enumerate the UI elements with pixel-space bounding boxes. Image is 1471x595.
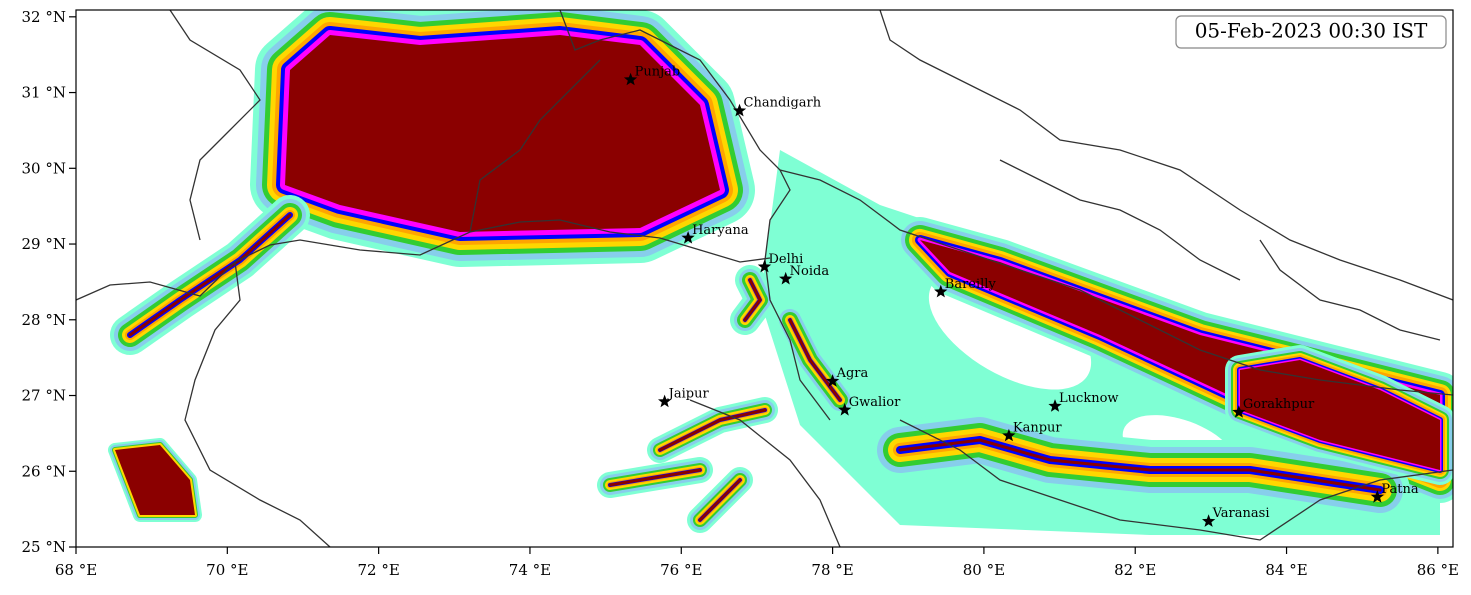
city-marker — [623, 72, 638, 86]
city-marker — [658, 394, 672, 408]
city-marker — [1370, 490, 1384, 503]
x-tick-label: 70 °E — [206, 561, 248, 579]
city-marker — [1048, 399, 1062, 412]
city-label: Varanasi — [1212, 506, 1270, 521]
city-label: Lucknow — [1059, 391, 1119, 406]
plot-frame — [75, 9, 1454, 548]
city-marker — [732, 103, 747, 117]
x-tick-label: 78 °E — [811, 561, 853, 579]
rain-core — [743, 278, 842, 402]
city-label: Jaipur — [667, 387, 710, 402]
city-label: Chandigarh — [744, 96, 822, 111]
city-label: Bareilly — [945, 277, 997, 292]
title: 05-Feb-2023 00:30 IST — [1195, 19, 1428, 43]
city-marker — [681, 231, 695, 244]
x-tick-label: 76 °E — [660, 561, 702, 579]
y-tick-label: 31 °N — [22, 84, 66, 102]
city-marker — [1002, 428, 1016, 442]
rain-core — [285, 35, 720, 232]
rain-core — [608, 408, 767, 522]
city-label: Patna — [1381, 482, 1419, 497]
x-tick-label: 72 °E — [357, 561, 399, 579]
city-label: Gorakhpur — [1243, 397, 1315, 412]
city-marker — [825, 374, 840, 387]
x-tick-label: 82 °E — [1114, 561, 1156, 579]
y-tick-label: 29 °N — [22, 235, 66, 253]
rain-core — [1240, 360, 1440, 470]
x-tick-label: 68 °E — [55, 561, 97, 579]
city-label: Haryana — [692, 223, 749, 238]
city-marker — [1202, 514, 1216, 527]
x-tick-label: 74 °E — [509, 561, 551, 579]
rain-core — [128, 213, 292, 337]
city-marker — [757, 259, 772, 273]
city-marker — [934, 284, 948, 298]
city-label: Delhi — [769, 252, 804, 267]
city-marker — [838, 402, 852, 416]
y-tick-label: 25 °N — [22, 538, 66, 556]
x-tick-label: 84 °E — [1265, 561, 1307, 579]
y-tick-label: 30 °N — [22, 159, 66, 177]
city-label: Agra — [836, 366, 869, 381]
city-label: Gwalior — [849, 395, 901, 410]
city-marker — [779, 271, 793, 285]
axes: 68 °E 70 °E 72 °E 74 °E 76 °E 78 °E 80 °E 82 °E… — [22, 8, 1460, 579]
title-box — [1175, 15, 1447, 49]
city-label: Noida — [790, 264, 830, 279]
y-tick-label: 32 °N — [22, 8, 66, 26]
city-label: Punjab — [635, 65, 681, 80]
city-marker — [1232, 405, 1246, 418]
boundaries — [76, 10, 1453, 547]
y-tick-label: 27 °N — [22, 387, 66, 405]
rain-core — [115, 445, 195, 515]
y-tick-label: 26 °N — [22, 462, 66, 480]
x-tick-label: 86 °E — [1417, 561, 1459, 579]
rain-field — [108, 10, 1453, 535]
city-label: Kanpur — [1013, 421, 1063, 436]
y-tick-label: 28 °N — [22, 311, 66, 329]
x-tick-label: 80 °E — [963, 561, 1005, 579]
rain-core — [898, 438, 1382, 492]
